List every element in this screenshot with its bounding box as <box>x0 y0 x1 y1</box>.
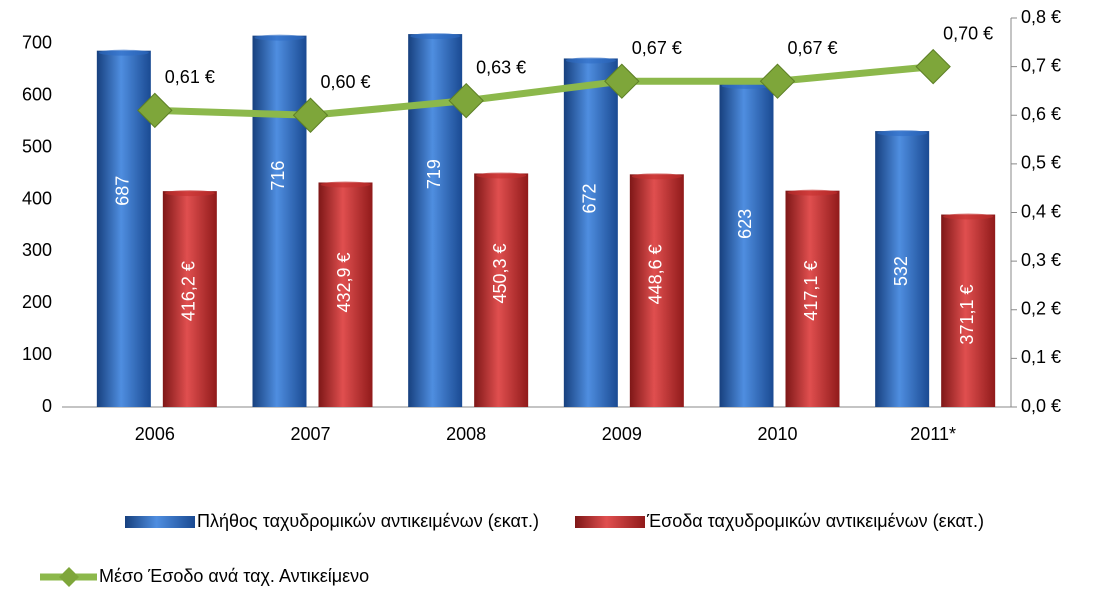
line-marker <box>137 92 173 129</box>
legend-swatch <box>125 516 195 528</box>
legend-label: Πλήθος ταχυδρομικών αντικειμένων (εκατ.) <box>197 511 539 531</box>
line-label: 0,61 € <box>165 67 215 87</box>
bar <box>563 58 618 408</box>
line-marker <box>604 63 640 99</box>
line-label: 0,63 € <box>476 57 526 77</box>
bar-cap <box>254 34 305 41</box>
bar-label: 623 <box>735 209 755 239</box>
bar <box>941 214 996 407</box>
y-tick-label: 200 <box>22 292 52 312</box>
y2-tick-label: 0,7 € <box>1021 55 1061 75</box>
bar-label: 716 <box>268 161 288 191</box>
bar <box>474 173 529 407</box>
bar-label: 416,2 € <box>179 261 199 321</box>
bar <box>875 131 930 407</box>
line-marker <box>759 63 796 99</box>
bar <box>408 34 463 407</box>
y-tick-label: 300 <box>22 240 52 260</box>
x-tick-label: 2009 <box>602 424 642 444</box>
y-tick-label: 100 <box>22 344 52 364</box>
bar-cap <box>320 181 371 188</box>
line-label: 0,70 € <box>943 23 993 43</box>
y2-tick-label: 0,2 € <box>1021 299 1061 319</box>
bar-label: 417,1 € <box>801 261 821 321</box>
bar-cap <box>164 190 215 197</box>
x-tick-label: 2007 <box>290 424 330 444</box>
bar-label: 432,9 € <box>334 252 354 312</box>
line-label: 0,60 € <box>320 72 370 92</box>
legend-label: Έσοδα ταχυδρομικών αντικειμένων (εκατ.) <box>646 511 984 531</box>
line <box>154 63 934 119</box>
bar-label: 448,6 € <box>646 244 666 304</box>
line-label: 0,67 € <box>787 38 837 58</box>
bar <box>162 191 217 407</box>
x-tick-label: 2006 <box>135 424 175 444</box>
bar-cap <box>476 172 527 179</box>
bar-cap <box>565 57 616 64</box>
line-label: 0,67 € <box>632 38 682 58</box>
x-tick-label: 2011* <box>910 424 956 444</box>
bar-cap <box>877 130 928 137</box>
line-marker <box>915 48 951 85</box>
bar-label: 719 <box>424 159 444 189</box>
bar-cap <box>787 189 838 196</box>
bar-cap <box>410 33 461 40</box>
bar-label: 532 <box>891 256 911 286</box>
y-tick-label: 600 <box>22 85 52 105</box>
line-marker <box>292 97 329 133</box>
bar <box>252 35 307 407</box>
legend-label: Μέσο Έσοδο ανά ταχ. Αντικείμενο <box>99 566 369 586</box>
bar-cap <box>943 213 994 220</box>
bar <box>318 182 373 407</box>
y2-tick-label: 0,0 € <box>1021 396 1061 416</box>
bar-label: 687 <box>113 176 133 206</box>
bar-cap <box>98 49 149 56</box>
x-tick-label: 2008 <box>446 424 486 444</box>
bar-cap <box>631 173 682 180</box>
bar-label: 371,1 € <box>957 284 977 344</box>
bar <box>785 190 840 407</box>
x-tick-label: 2010 <box>757 424 797 444</box>
y2-tick-label: 0,4 € <box>1021 201 1061 221</box>
legend-marker <box>59 567 79 587</box>
bar <box>629 174 684 407</box>
y-tick-label: 500 <box>22 136 52 156</box>
line-marker <box>448 82 484 119</box>
bar-label: 450,3 € <box>490 243 510 303</box>
bar <box>96 50 151 408</box>
legend-swatch <box>575 516 645 528</box>
y2-tick-label: 0,5 € <box>1021 153 1061 173</box>
y2-tick-label: 0,1 € <box>1021 347 1061 367</box>
bar-label: 672 <box>580 183 600 213</box>
y2-tick-label: 0,8 € <box>1021 7 1061 27</box>
y2-tick-label: 0,3 € <box>1021 250 1061 270</box>
y-tick-label: 700 <box>22 33 52 53</box>
y-tick-label: 400 <box>22 188 52 208</box>
bar <box>719 83 774 407</box>
y-tick-label: 0 <box>42 396 52 416</box>
y2-tick-label: 0,6 € <box>1021 104 1061 124</box>
